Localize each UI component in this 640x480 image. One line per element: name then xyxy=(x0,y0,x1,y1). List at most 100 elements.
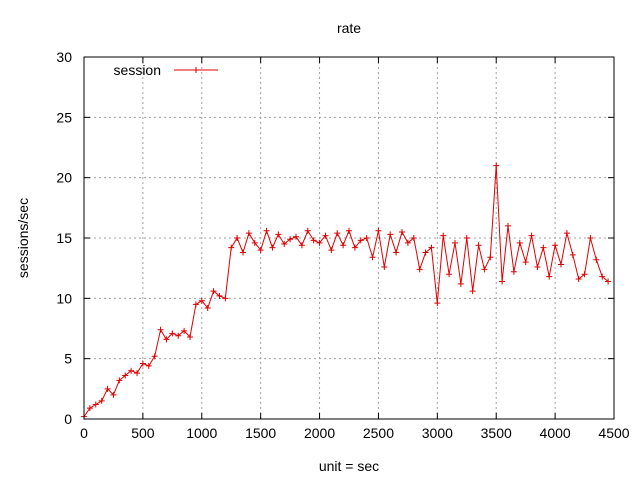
data-point xyxy=(381,263,388,270)
data-point xyxy=(516,239,523,246)
x-tick-label: 3000 xyxy=(422,425,453,441)
data-point xyxy=(463,235,470,241)
data-point xyxy=(204,304,211,311)
data-point xyxy=(281,241,288,248)
data-point xyxy=(328,247,335,254)
data-point xyxy=(493,162,500,169)
data-point xyxy=(210,288,217,295)
data-point xyxy=(163,336,170,343)
data-point xyxy=(605,278,612,285)
data-point xyxy=(92,401,99,408)
data-point xyxy=(587,235,594,241)
data-point xyxy=(192,301,199,308)
data-point xyxy=(240,249,246,256)
x-axis-title: unit = sec xyxy=(319,458,379,474)
legend-marker xyxy=(193,67,199,73)
data-series xyxy=(81,162,612,420)
data-point xyxy=(404,239,411,246)
data-point xyxy=(98,397,105,404)
legend: session xyxy=(114,62,218,78)
data-point xyxy=(251,239,258,246)
y-axis-title: sessions/sec xyxy=(15,198,31,278)
data-point xyxy=(522,259,529,266)
data-point xyxy=(581,271,588,278)
data-point xyxy=(287,236,294,243)
plot-frame xyxy=(83,56,615,420)
data-point xyxy=(216,292,223,299)
data-point xyxy=(116,377,123,384)
data-point xyxy=(139,360,146,367)
data-point xyxy=(487,254,494,261)
data-point xyxy=(263,227,270,234)
y-tick-label: 0 xyxy=(64,411,72,427)
data-point xyxy=(399,228,405,235)
data-point xyxy=(481,266,488,273)
data-point xyxy=(134,370,140,377)
x-tick-label: 1500 xyxy=(245,425,276,441)
data-point xyxy=(410,235,417,241)
data-point xyxy=(310,237,317,244)
data-point xyxy=(181,327,188,334)
data-point xyxy=(393,249,400,256)
data-point xyxy=(499,278,506,285)
data-point xyxy=(151,353,158,360)
data-point xyxy=(175,332,182,339)
data-point xyxy=(593,256,600,263)
data-point xyxy=(351,244,358,251)
series-line xyxy=(83,165,609,417)
data-point xyxy=(428,244,435,251)
data-point xyxy=(304,227,311,234)
data-point xyxy=(599,273,606,280)
data-point xyxy=(145,362,152,369)
data-point xyxy=(375,227,382,234)
data-point xyxy=(228,244,235,251)
x-tick-label: 2500 xyxy=(363,425,394,441)
chart-title: rate xyxy=(337,20,361,36)
data-point xyxy=(505,222,511,229)
data-point xyxy=(104,385,111,392)
data-point xyxy=(346,227,352,234)
y-tick-label: 20 xyxy=(56,170,72,186)
data-point xyxy=(86,405,93,412)
data-point xyxy=(275,231,282,238)
data-point xyxy=(245,230,252,237)
data-point xyxy=(322,232,329,239)
x-tick-label: 500 xyxy=(131,425,155,441)
axis-ticks: 0 500 1000 1500 2000 2500 3000 3500 4000 4500 0 5 10… xyxy=(56,49,629,441)
data-point xyxy=(187,333,193,340)
data-point xyxy=(357,237,364,244)
y-tick-label: 10 xyxy=(56,290,72,306)
x-tick-label: 1000 xyxy=(186,425,217,441)
data-point xyxy=(434,300,441,307)
data-point xyxy=(198,297,205,304)
data-point xyxy=(457,280,464,287)
data-point xyxy=(540,244,547,251)
data-point xyxy=(269,244,276,251)
data-point xyxy=(293,233,299,240)
data-point xyxy=(334,230,341,237)
data-point xyxy=(257,247,264,254)
data-point xyxy=(316,239,323,246)
y-tick-label: 5 xyxy=(64,351,72,367)
data-point xyxy=(128,367,135,374)
data-point xyxy=(446,271,453,278)
y-tick-label: 30 xyxy=(56,49,72,65)
x-tick-label: 2000 xyxy=(304,425,335,441)
data-point xyxy=(387,231,394,238)
data-point xyxy=(157,326,164,333)
data-point xyxy=(110,391,117,398)
data-point xyxy=(363,235,370,241)
data-point xyxy=(575,276,582,283)
data-point xyxy=(469,288,476,295)
data-point xyxy=(569,251,576,258)
data-point xyxy=(563,230,570,237)
data-point xyxy=(475,242,482,249)
data-point xyxy=(534,263,541,270)
y-tick-label: 15 xyxy=(56,230,72,246)
data-point xyxy=(528,232,535,239)
data-point xyxy=(369,254,376,261)
data-point xyxy=(510,268,517,275)
x-tick-label: 3500 xyxy=(481,425,512,441)
data-point xyxy=(298,242,305,249)
